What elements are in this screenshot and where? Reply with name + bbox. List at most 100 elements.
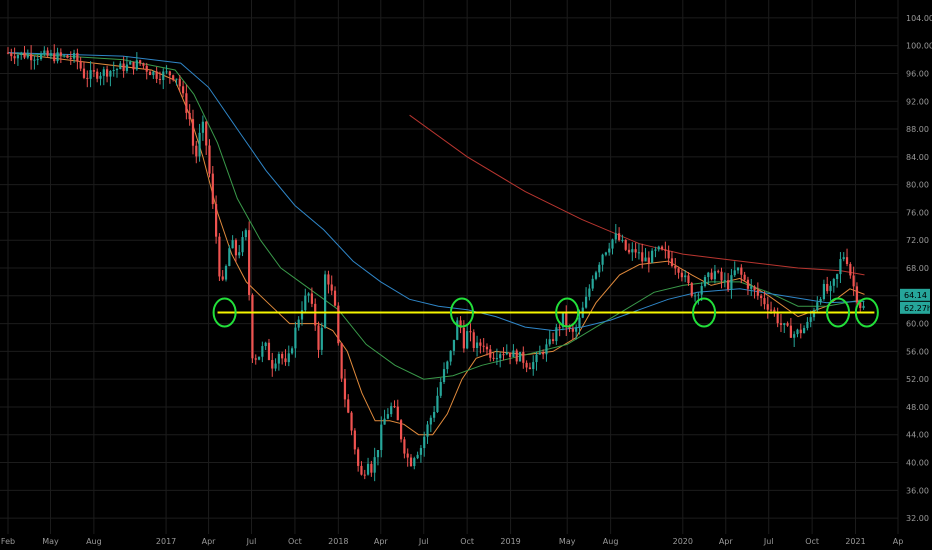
candle-body: [707, 272, 710, 278]
candle-body: [218, 236, 221, 277]
candle-body: [241, 237, 244, 253]
candle-body: [324, 274, 327, 328]
candle-body: [703, 277, 707, 287]
candle-body: [855, 286, 859, 303]
candle-body: [406, 453, 409, 458]
candle-body: [660, 246, 664, 250]
candle-body: [125, 64, 129, 71]
x-tick-label: Oct: [805, 537, 819, 546]
candle-body: [565, 313, 568, 327]
moving-average-line: [7, 52, 865, 332]
candle-body: [366, 463, 370, 475]
highlight-circle: [449, 297, 474, 328]
x-tick-label: May: [559, 537, 576, 546]
candle-body: [244, 230, 247, 238]
x-tick-label: 2020: [673, 537, 693, 546]
price-badge: [900, 288, 930, 301]
candle-body: [852, 275, 855, 287]
candle-body: [601, 254, 604, 265]
candle-body: [760, 295, 763, 299]
x-axis[interactable]: Feb May Aug 2017 Apr Jul Oct 2018 Apr Jul Oct 2019 M…: [1, 537, 903, 546]
candle-body: [456, 320, 459, 340]
candle-body: [399, 420, 403, 440]
candle-body: [591, 278, 594, 289]
candle-body: [779, 323, 783, 325]
candle-body: [145, 65, 148, 72]
candle-body: [178, 78, 181, 87]
candle-body: [228, 248, 231, 267]
candle-body: [713, 271, 717, 280]
candle-body: [390, 406, 393, 415]
candle-body: [720, 271, 723, 281]
highlight-circles[interactable]: [212, 297, 879, 328]
y-axis[interactable]: 32.00 36.00 40.00 44.00 48.00 52.00 56.00 60.00…: [906, 14, 932, 523]
candle-body: [188, 112, 191, 120]
price-badge-label: 64.14: [904, 291, 927, 300]
candle-body: [462, 327, 465, 349]
candle-body: [535, 354, 538, 363]
candle-body: [63, 55, 66, 57]
candle-body: [297, 319, 300, 328]
candle-body: [839, 259, 842, 275]
candle-body: [508, 352, 512, 357]
candle-body: [337, 305, 340, 344]
candle-body: [340, 343, 343, 379]
candle-body: [257, 356, 261, 360]
candle-body: [442, 369, 446, 382]
candle-body: [99, 75, 102, 79]
candle-body: [472, 332, 475, 349]
candle-body: [383, 418, 386, 425]
candle-body: [419, 448, 423, 455]
candle-body: [254, 358, 257, 360]
candle-body: [201, 121, 204, 133]
candle-body: [102, 69, 105, 76]
candle-body: [89, 70, 92, 79]
y-tick-label: 68.00: [906, 264, 929, 273]
x-tick-label: Aug: [86, 537, 102, 546]
candle-body: [287, 353, 290, 363]
x-tick-label: Oct: [288, 537, 302, 546]
x-tick-label: 2018: [328, 537, 348, 546]
x-tick-label: Jul: [418, 537, 429, 546]
candle-body: [238, 252, 241, 256]
candle-body: [234, 240, 238, 256]
candle-body: [654, 249, 657, 251]
y-tick-label: 88.00: [906, 125, 929, 134]
candle-body: [317, 325, 320, 350]
candle-body: [631, 249, 634, 253]
candle-body: [426, 424, 429, 437]
candle-body: [122, 63, 125, 71]
y-tick-label: 52.00: [906, 375, 929, 384]
candle-body: [836, 274, 839, 280]
y-tick-label: 36.00: [906, 486, 929, 495]
candle-body: [396, 406, 399, 421]
y-tick-label: 96.00: [906, 69, 929, 78]
candle-body: [294, 327, 297, 349]
candle-body: [746, 279, 750, 289]
candle-body: [598, 264, 601, 273]
candle-body: [86, 77, 89, 79]
x-tick-label: 2019: [500, 537, 520, 546]
candle-body: [112, 70, 115, 72]
candle-body: [819, 299, 822, 303]
candle-body: [251, 294, 254, 359]
candle-body: [49, 53, 53, 56]
moving-average-line: [7, 52, 865, 436]
price-badges: 64.14 62.27h: [900, 288, 932, 314]
candle-body: [53, 53, 56, 62]
candle-body: [627, 249, 631, 253]
candle-body: [433, 411, 436, 418]
candle-body: [416, 454, 419, 459]
candle-body: [135, 60, 138, 70]
candle-body: [832, 279, 835, 286]
candle-body: [522, 351, 525, 363]
candle-body: [198, 132, 201, 157]
candle-body: [304, 295, 307, 311]
candle-body: [195, 145, 198, 157]
candle-body: [740, 267, 743, 275]
candle-body: [205, 121, 208, 146]
candle-body: [300, 310, 304, 320]
candle-body: [816, 302, 819, 311]
